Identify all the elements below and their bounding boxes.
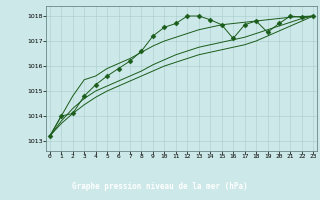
Text: Graphe pression niveau de la mer (hPa): Graphe pression niveau de la mer (hPa) [72,182,248,191]
